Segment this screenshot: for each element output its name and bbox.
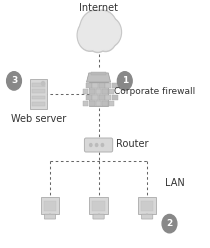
FancyBboxPatch shape <box>44 214 56 219</box>
FancyBboxPatch shape <box>102 101 108 106</box>
Text: 3: 3 <box>11 76 17 85</box>
FancyBboxPatch shape <box>83 101 88 106</box>
FancyBboxPatch shape <box>109 101 114 106</box>
Circle shape <box>87 10 118 48</box>
Text: Router: Router <box>116 139 148 149</box>
Text: Internet: Internet <box>79 3 118 13</box>
FancyBboxPatch shape <box>32 102 45 106</box>
Circle shape <box>88 26 108 51</box>
FancyBboxPatch shape <box>89 89 95 94</box>
FancyBboxPatch shape <box>84 138 113 152</box>
FancyBboxPatch shape <box>96 89 101 94</box>
FancyBboxPatch shape <box>96 101 101 106</box>
FancyBboxPatch shape <box>92 95 98 100</box>
FancyBboxPatch shape <box>141 201 154 211</box>
FancyBboxPatch shape <box>109 89 114 94</box>
Circle shape <box>94 24 117 52</box>
Circle shape <box>98 19 120 46</box>
FancyBboxPatch shape <box>86 83 92 88</box>
Circle shape <box>77 19 103 51</box>
FancyBboxPatch shape <box>86 95 92 100</box>
Circle shape <box>101 144 104 147</box>
Circle shape <box>95 144 98 147</box>
FancyBboxPatch shape <box>32 83 45 87</box>
FancyBboxPatch shape <box>89 197 108 215</box>
FancyBboxPatch shape <box>102 89 108 94</box>
FancyBboxPatch shape <box>89 101 95 106</box>
FancyBboxPatch shape <box>41 197 59 215</box>
Circle shape <box>7 72 21 90</box>
FancyBboxPatch shape <box>112 95 118 100</box>
Circle shape <box>42 82 45 85</box>
Circle shape <box>78 21 102 50</box>
FancyBboxPatch shape <box>32 90 45 93</box>
Circle shape <box>90 144 92 147</box>
Text: Corporate firewall: Corporate firewall <box>114 87 195 96</box>
Text: Web server: Web server <box>11 114 66 124</box>
Circle shape <box>80 10 111 50</box>
Text: 2: 2 <box>166 219 173 228</box>
FancyBboxPatch shape <box>91 72 106 75</box>
FancyBboxPatch shape <box>138 197 156 215</box>
FancyBboxPatch shape <box>112 83 118 88</box>
FancyBboxPatch shape <box>30 79 47 109</box>
FancyBboxPatch shape <box>105 83 111 88</box>
FancyBboxPatch shape <box>44 201 56 211</box>
Text: 1: 1 <box>122 76 128 85</box>
Circle shape <box>97 17 121 47</box>
FancyBboxPatch shape <box>92 201 105 211</box>
Circle shape <box>81 12 110 48</box>
Polygon shape <box>87 73 111 82</box>
FancyBboxPatch shape <box>99 83 105 88</box>
FancyBboxPatch shape <box>99 95 105 100</box>
Circle shape <box>162 215 177 233</box>
FancyBboxPatch shape <box>32 96 45 99</box>
Text: LAN: LAN <box>165 178 184 187</box>
FancyBboxPatch shape <box>83 89 88 94</box>
Circle shape <box>117 72 132 90</box>
FancyBboxPatch shape <box>92 83 98 88</box>
FancyBboxPatch shape <box>142 214 153 219</box>
FancyBboxPatch shape <box>89 82 108 106</box>
FancyBboxPatch shape <box>93 214 104 219</box>
Circle shape <box>87 24 109 53</box>
Circle shape <box>88 12 116 46</box>
Circle shape <box>95 25 116 50</box>
FancyBboxPatch shape <box>105 95 111 100</box>
